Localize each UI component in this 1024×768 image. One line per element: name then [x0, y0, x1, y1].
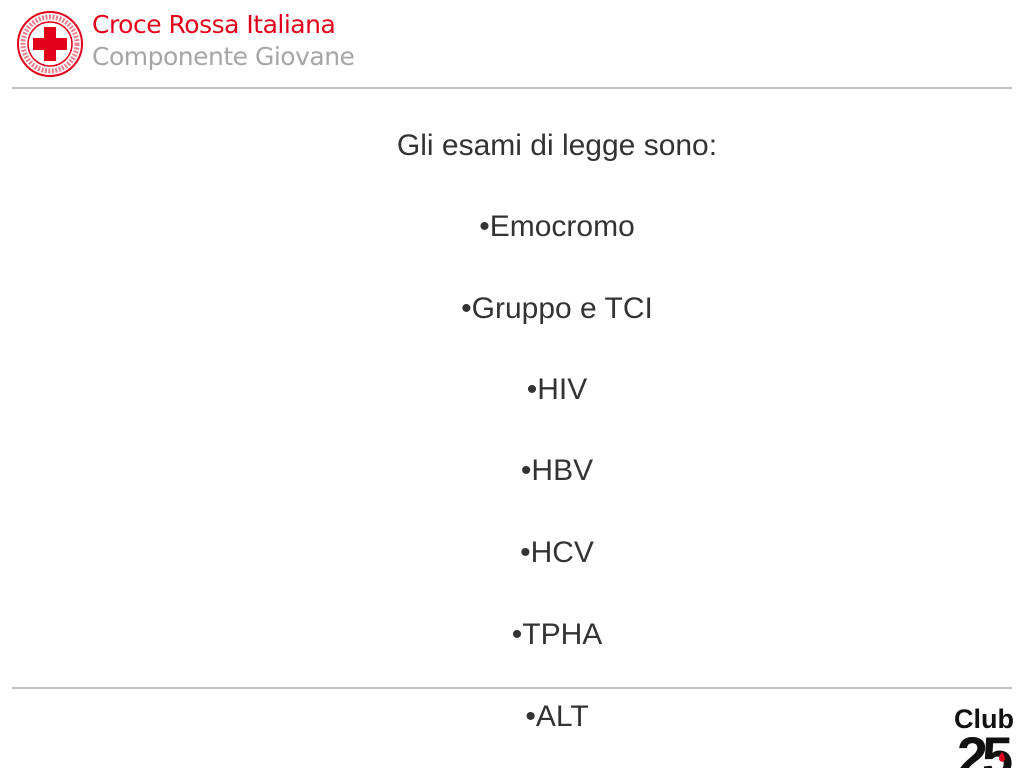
list-item: •HBV [520, 454, 594, 487]
bottom-divider [12, 687, 1012, 689]
brand-title: Croce Rossa Italiana [92, 10, 336, 39]
list-item: •Gruppo e TCI [461, 292, 653, 325]
list-item: •HIV [526, 373, 588, 406]
svg-text:Club: Club [954, 704, 1014, 734]
list-item: •TPHA [511, 618, 603, 651]
list-item: •ALT [525, 700, 589, 733]
slide-heading: Gli esami di legge sono: [396, 129, 718, 162]
club-25-logo: Club 25 [954, 704, 1018, 768]
list-item: •Emocromo [479, 210, 635, 243]
list-item: •HCV [520, 536, 594, 569]
svg-text:25: 25 [957, 725, 1012, 768]
brand-subtitle: Componente Giovane [92, 42, 355, 71]
red-cross-logo [17, 11, 83, 77]
top-divider [12, 87, 1012, 89]
